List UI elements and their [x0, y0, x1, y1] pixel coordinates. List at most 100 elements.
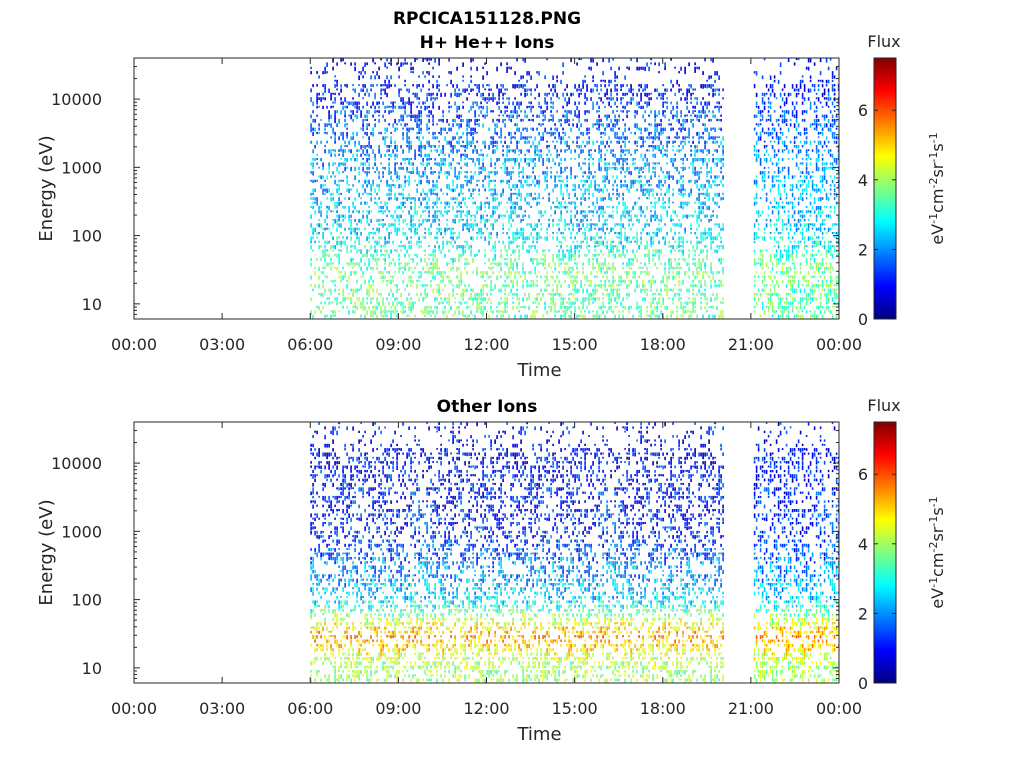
- flux-cell: [312, 288, 314, 292]
- flux-cell: [404, 197, 406, 199]
- flux-cell: [366, 145, 368, 148]
- flux-cell: [660, 218, 662, 223]
- flux-cell: [504, 284, 506, 288]
- flux-cell: [650, 136, 652, 139]
- flux-cell: [362, 210, 364, 214]
- flux-cell: [472, 258, 474, 263]
- flux-cell: [316, 236, 318, 239]
- flux-cell: [618, 310, 620, 313]
- flux-cell: [753, 223, 756, 228]
- flux-cell: [446, 227, 448, 232]
- flux-cell: [590, 210, 592, 213]
- flux-cell: [546, 101, 548, 105]
- flux-cell: [668, 245, 670, 248]
- flux-cell: [454, 310, 456, 315]
- flux-cell: [606, 188, 608, 192]
- flux-cell: [664, 110, 666, 113]
- flux-cell: [324, 88, 326, 93]
- flux-cell: [482, 66, 484, 69]
- flux-cell: [420, 240, 422, 244]
- flux-cell: [502, 84, 504, 89]
- flux-cell: [572, 266, 574, 272]
- flux-cell: [570, 110, 572, 115]
- flux-cell: [440, 297, 442, 300]
- flux-cell: [428, 218, 430, 222]
- flux-cell: [688, 166, 690, 169]
- flux-cell: [366, 62, 368, 66]
- flux-cell: [753, 114, 756, 118]
- flux-cell: [704, 197, 706, 200]
- flux-cell: [670, 214, 672, 219]
- flux-cell: [544, 305, 546, 310]
- flux-cell: [438, 162, 440, 167]
- flux-cell: [376, 218, 378, 223]
- flux-cell: [336, 227, 338, 232]
- flux-cell: [326, 223, 328, 226]
- flux-cell: [326, 105, 328, 109]
- flux-cell: [584, 92, 586, 98]
- flux-cell: [636, 179, 638, 183]
- flux-cell: [640, 205, 642, 211]
- flux-cell: [668, 201, 670, 205]
- flux-cell: [710, 127, 712, 131]
- flux-cell: [444, 171, 446, 175]
- flux-cell: [346, 175, 348, 179]
- flux-cell: [634, 110, 636, 114]
- flux-cell: [376, 240, 378, 246]
- flux-cell: [370, 75, 372, 80]
- flux-cell: [438, 197, 440, 201]
- flux-cell: [708, 205, 710, 211]
- flux-cell: [562, 127, 564, 131]
- flux-cell: [584, 275, 586, 280]
- flux-cell: [334, 201, 336, 207]
- flux-cell: [622, 92, 624, 96]
- flux-cell: [662, 114, 664, 117]
- flux-cell: [562, 171, 564, 173]
- flux-cell: [436, 97, 438, 100]
- flux-cell: [584, 179, 586, 183]
- flux-cell: [470, 192, 472, 197]
- flux-cell: [604, 145, 606, 149]
- flux-cell: [692, 279, 694, 283]
- flux-cell: [454, 145, 456, 149]
- flux-cell: [546, 236, 548, 241]
- flux-cell: [332, 149, 334, 152]
- flux-cell: [394, 210, 396, 214]
- flux-cell: [678, 232, 680, 235]
- flux-cell: [470, 245, 472, 249]
- flux-cell: [578, 153, 580, 159]
- flux-cell: [648, 258, 650, 262]
- flux-cell: [646, 223, 648, 226]
- flux-cell: [720, 245, 722, 248]
- flux-cell: [708, 314, 710, 319]
- flux-cell: [456, 305, 458, 310]
- flux-cell: [522, 266, 524, 271]
- flux-cell: [386, 192, 388, 197]
- flux-cell: [478, 114, 480, 117]
- flux-cell: [564, 131, 566, 136]
- flux-cell: [436, 284, 438, 286]
- flux-cell: [374, 232, 376, 235]
- flux-cell: [508, 271, 510, 275]
- flux-cell: [340, 214, 342, 218]
- flux-cell: [598, 166, 600, 171]
- flux-cell: [438, 227, 440, 233]
- flux-cell: [410, 145, 412, 150]
- flux-cell: [648, 249, 650, 255]
- flux-cell: [406, 171, 408, 173]
- flux-cell: [420, 105, 422, 109]
- flux-cell: [674, 136, 676, 139]
- flux-cell: [362, 214, 364, 219]
- flux-cell: [418, 240, 420, 244]
- flux-cell: [546, 288, 548, 293]
- flux-cell: [650, 288, 652, 292]
- flux-cell: [656, 249, 658, 254]
- flux-cell: [362, 105, 364, 109]
- flux-cell: [434, 149, 436, 152]
- flux-cell: [662, 101, 664, 106]
- flux-cell: [654, 305, 656, 311]
- flux-cell: [702, 201, 704, 205]
- flux-cell: [430, 223, 432, 228]
- flux-cell: [364, 279, 366, 285]
- flux-cell: [558, 218, 560, 222]
